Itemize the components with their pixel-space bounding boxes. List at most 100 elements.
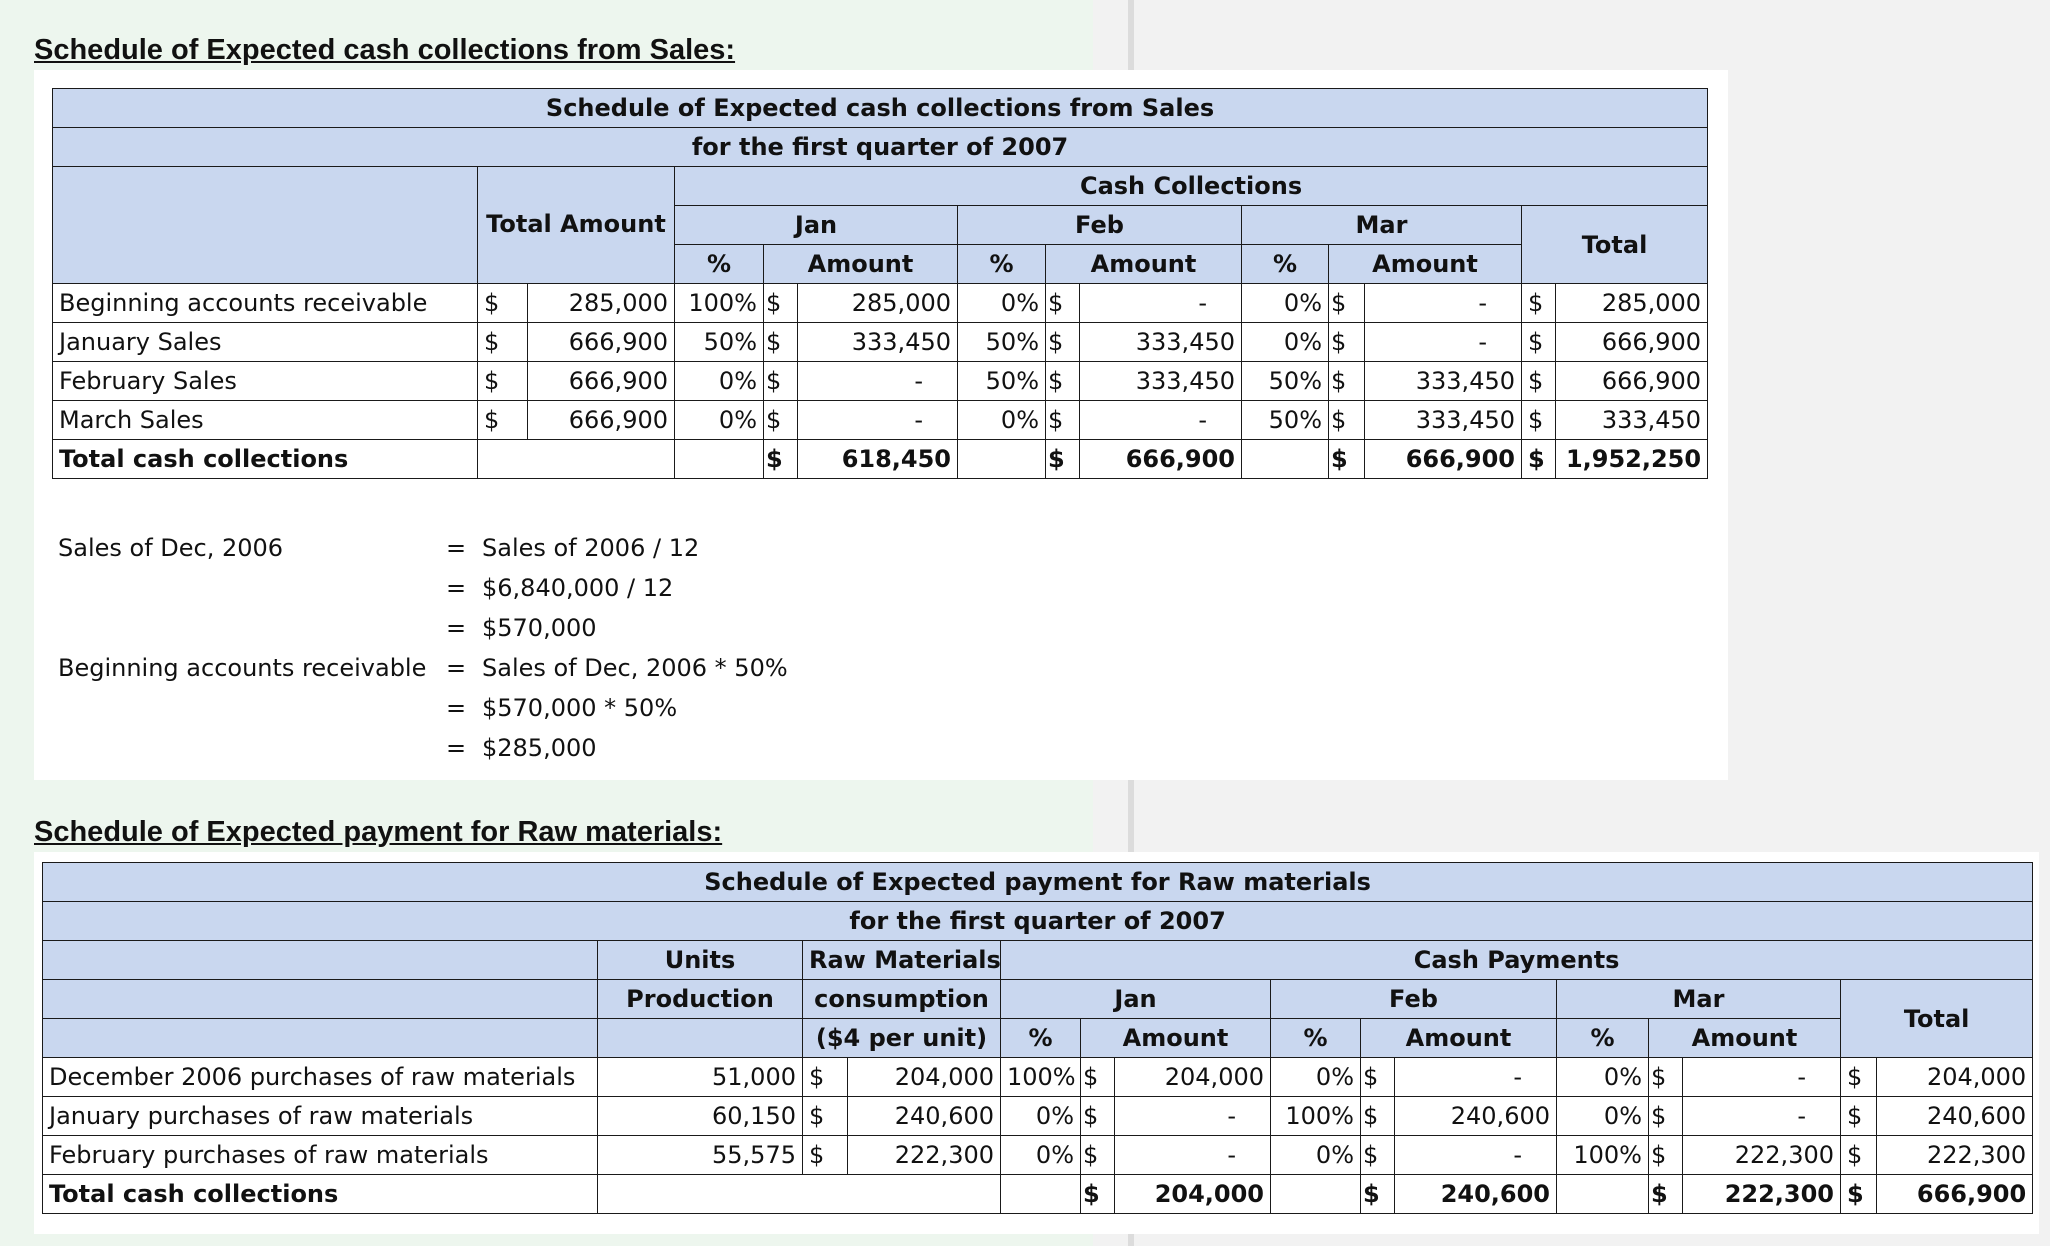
currency-symbol: $ xyxy=(1840,1135,1877,1175)
row-label: February purchases of raw materials xyxy=(42,1135,598,1175)
currency-symbol: $ xyxy=(1328,322,1365,362)
sales-header-feb-amount: Amount xyxy=(1045,244,1242,284)
cell-value: 1,952,250 xyxy=(1554,439,1709,479)
currency-symbol: $ xyxy=(1840,1057,1877,1097)
cell-percent: 0% xyxy=(1556,1057,1649,1097)
cell-percent: 0% xyxy=(1270,1057,1361,1097)
raw-header-units-1: Units xyxy=(597,940,803,980)
cell-value: - xyxy=(1394,1135,1557,1175)
cell-percent: 0% xyxy=(1556,1096,1649,1136)
currency-symbol: $ xyxy=(802,1135,848,1175)
cell-value: 222,300 xyxy=(1682,1174,1841,1214)
sales-schedule-table: Schedule of Expected cash collections fr… xyxy=(51,88,1709,479)
cell-percent: 0% xyxy=(1241,283,1329,323)
table-row: February purchases of raw materials 55,5… xyxy=(42,1135,2034,1175)
cell-value: 285,000 xyxy=(797,283,958,323)
cell-units: 55,575 xyxy=(597,1135,803,1175)
cell-percent: 50% xyxy=(674,322,764,362)
row-label: December 2006 purchases of raw materials xyxy=(42,1057,598,1097)
cell-value: 333,450 xyxy=(797,322,958,362)
calc-eq: = xyxy=(446,574,467,602)
calc-line: $6,840,000 / 12 xyxy=(482,574,674,602)
currency-symbol: $ xyxy=(477,322,528,362)
sales-header-total-amount: Total Amount xyxy=(477,166,675,284)
cell-value: 204,000 xyxy=(847,1057,1001,1097)
currency-symbol: $ xyxy=(1521,400,1556,440)
currency-symbol: $ xyxy=(1840,1174,1877,1214)
currency-symbol: $ xyxy=(477,361,528,401)
currency-symbol: $ xyxy=(1045,322,1080,362)
cell-value: 333,450 xyxy=(1554,400,1709,440)
cell-value: - xyxy=(1114,1096,1271,1136)
row-label: January purchases of raw materials xyxy=(42,1096,598,1136)
cell-value: - xyxy=(1364,283,1522,323)
raw-schedule-table: Schedule of Expected payment for Raw mat… xyxy=(41,862,2034,1214)
currency-symbol: $ xyxy=(1080,1057,1115,1097)
empty-cell xyxy=(1270,1174,1361,1214)
calc-line: $285,000 xyxy=(482,734,597,762)
currency-symbol: $ xyxy=(763,439,798,479)
calc-eq: = xyxy=(446,614,467,642)
currency-symbol: $ xyxy=(1840,1096,1877,1136)
sales-header-jan: Jan xyxy=(674,205,958,245)
cell-percent: 100% xyxy=(674,283,764,323)
raw-header-mar: Mar xyxy=(1556,979,1841,1019)
total-row: Total cash collections $ 204,000 $ 240,6… xyxy=(42,1174,2034,1214)
cell-value: 666,900 xyxy=(1364,439,1522,479)
currency-symbol: $ xyxy=(1648,1096,1683,1136)
currency-symbol: $ xyxy=(1360,1135,1395,1175)
cell-value: - xyxy=(1682,1096,1841,1136)
cell-percent: 100% xyxy=(1270,1096,1361,1136)
empty-cell xyxy=(1241,439,1329,479)
currency-symbol: $ xyxy=(1521,283,1556,323)
currency-symbol: $ xyxy=(1328,361,1365,401)
cell-value: 222,300 xyxy=(847,1135,1001,1175)
empty-cell xyxy=(1000,1174,1081,1214)
cell-percent: 0% xyxy=(674,361,764,401)
cell-percent: 0% xyxy=(1000,1096,1081,1136)
cell-value: 204,000 xyxy=(1114,1174,1271,1214)
currency-symbol: $ xyxy=(477,283,528,323)
raw-table-title: Schedule of Expected payment for Raw mat… xyxy=(41,862,2034,902)
currency-symbol: $ xyxy=(1360,1096,1395,1136)
raw-header-blank xyxy=(42,1018,598,1058)
calc-eq: = xyxy=(446,654,467,682)
currency-symbol: $ xyxy=(1521,322,1556,362)
sales-header-jan-amount: Amount xyxy=(763,244,958,284)
currency-symbol: $ xyxy=(1360,1174,1395,1214)
row-label: Total cash collections xyxy=(52,439,478,479)
cell-value: 240,600 xyxy=(1394,1174,1557,1214)
currency-symbol: $ xyxy=(1045,400,1080,440)
empty-cell xyxy=(1556,1174,1649,1214)
sales-header-feb: Feb xyxy=(957,205,1242,245)
empty-cell xyxy=(957,439,1046,479)
cell-value: 333,450 xyxy=(1364,400,1522,440)
cell-value: 222,300 xyxy=(1875,1135,2034,1175)
table-row: December 2006 purchases of raw materials… xyxy=(42,1057,2034,1097)
cell-value: - xyxy=(1079,400,1242,440)
currency-symbol: $ xyxy=(1328,439,1365,479)
currency-symbol: $ xyxy=(1045,283,1080,323)
table-row: March Sales $ 666,900 0% $ - 0% $ - 50% … xyxy=(52,400,1709,440)
row-label: Total cash collections xyxy=(42,1174,598,1214)
currency-symbol: $ xyxy=(1648,1174,1683,1214)
cell-value: 333,450 xyxy=(1079,361,1242,401)
sales-header-mar: Mar xyxy=(1241,205,1522,245)
sales-header-feb-pct: % xyxy=(957,244,1046,284)
cell-percent: 0% xyxy=(1270,1135,1361,1175)
cell-value: 666,900 xyxy=(527,400,675,440)
raw-header-mar-amount: Amount xyxy=(1648,1018,1841,1058)
cell-percent: 0% xyxy=(957,400,1046,440)
cell-percent: 50% xyxy=(1241,400,1329,440)
cell-percent: 50% xyxy=(957,361,1046,401)
calc-line: Sales of 2006 / 12 xyxy=(482,534,700,562)
raw-header-units-blank xyxy=(597,1018,803,1058)
sales-table-subtitle: for the first quarter of 2007 xyxy=(51,127,1709,167)
row-label: Beginning accounts receivable xyxy=(52,283,478,323)
sales-header-mar-amount: Amount xyxy=(1328,244,1522,284)
currency-symbol: $ xyxy=(1360,1057,1395,1097)
currency-symbol: $ xyxy=(1648,1057,1683,1097)
cell-value: 240,600 xyxy=(1394,1096,1557,1136)
cell-value: - xyxy=(797,400,958,440)
currency-symbol: $ xyxy=(802,1057,848,1097)
